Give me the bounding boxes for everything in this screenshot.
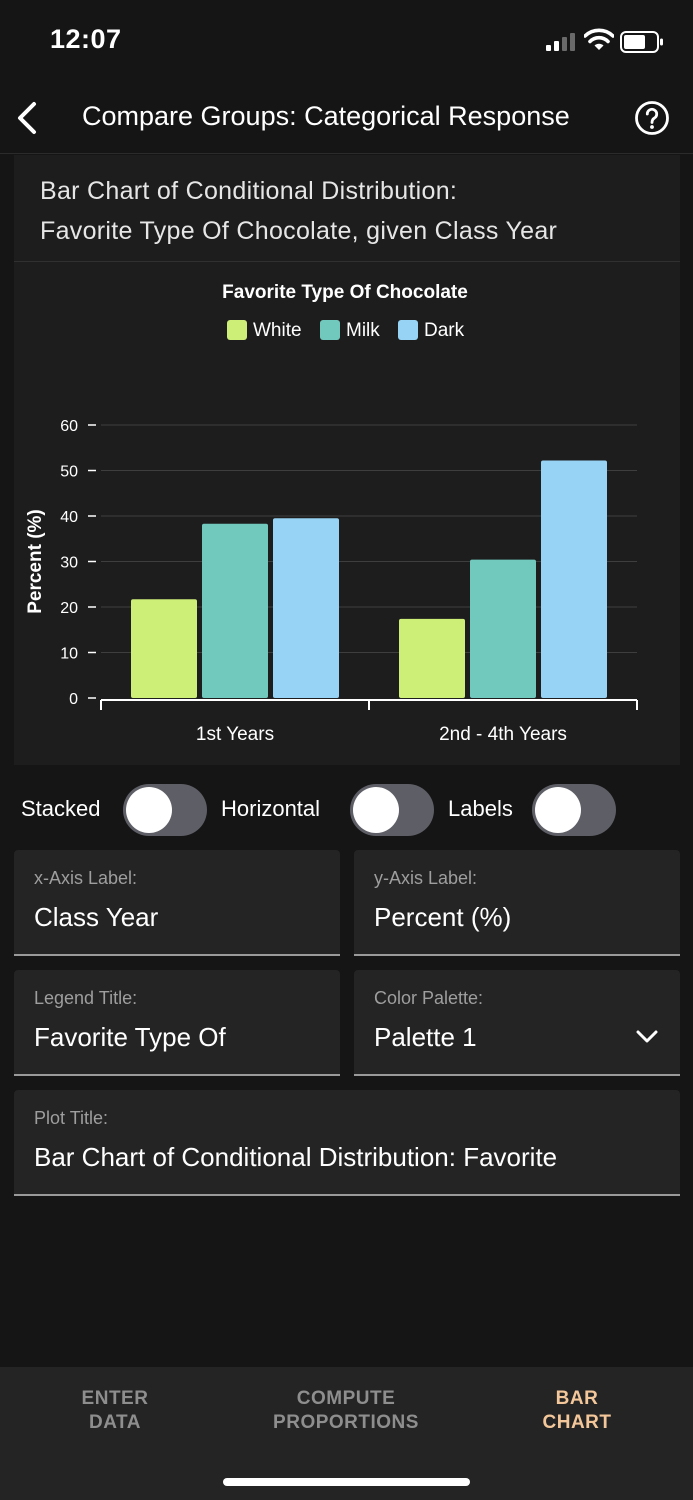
tab-bar-chart[interactable]: BAR CHART bbox=[502, 1387, 652, 1447]
page-title: Compare Groups: Categorical Response bbox=[82, 101, 570, 131]
color-palette-value: Palette 1 bbox=[374, 1022, 477, 1052]
bar-dark bbox=[541, 460, 607, 698]
tab-compute-proportions[interactable]: COMPUTE PROPORTIONS bbox=[246, 1387, 446, 1447]
toggle-knob bbox=[535, 787, 581, 833]
toggle-row: Stacked Horizontal Labels bbox=[0, 782, 693, 838]
horizontal-label: Horizontal bbox=[221, 796, 321, 821]
nav-header: Compare Groups: Categorical Response bbox=[0, 84, 693, 154]
plot-title-value[interactable]: Bar Chart of Conditional Distribution: F… bbox=[34, 1142, 558, 1172]
x-tick-label: 2nd - 4th Years bbox=[439, 724, 567, 745]
plot-heading-line-1: Bar Chart of Conditional Distribution: bbox=[40, 177, 458, 205]
legend-label-milk: Milk bbox=[346, 320, 380, 341]
legend-title-value[interactable]: Favorite Type Of bbox=[34, 1022, 226, 1052]
x-axis-label-value[interactable]: Class Year bbox=[34, 902, 159, 932]
tab-label-line-1: ENTER bbox=[81, 1388, 149, 1409]
home-indicator bbox=[223, 1478, 470, 1486]
toggle-knob bbox=[353, 787, 399, 833]
bar-milk bbox=[202, 523, 268, 698]
tab-label-line-1: BAR bbox=[555, 1388, 599, 1409]
legend-title-caption: Legend Title: bbox=[34, 988, 138, 1008]
y-tick-label: 0 bbox=[69, 691, 78, 708]
x-axis-label-field[interactable]: x-Axis Label: Class Year bbox=[14, 850, 340, 956]
labels-label: Labels bbox=[448, 796, 513, 821]
labels-toggle[interactable] bbox=[532, 784, 616, 836]
y-tick-label: 40 bbox=[60, 509, 78, 526]
status-bar: 12:07 bbox=[0, 0, 693, 84]
y-tick-label: 30 bbox=[60, 555, 78, 572]
plot-title-field[interactable]: Plot Title: Bar Chart of Conditional Dis… bbox=[14, 1090, 680, 1196]
bar-milk bbox=[470, 559, 536, 698]
legend-title-field[interactable]: Legend Title: Favorite Type Of bbox=[14, 970, 340, 1076]
y-axis-title: Percent (%) bbox=[25, 509, 46, 614]
horizontal-toggle[interactable] bbox=[350, 784, 434, 836]
y-axis-label-field[interactable]: y-Axis Label: Percent (%) bbox=[354, 850, 680, 956]
bar-white bbox=[399, 618, 465, 698]
chevron-down-icon[interactable] bbox=[636, 1030, 658, 1044]
legend-label-white: White bbox=[253, 320, 302, 341]
battery-icon bbox=[620, 31, 663, 53]
tab-label-line-2: CHART bbox=[542, 1412, 612, 1433]
stacked-label: Stacked bbox=[21, 796, 101, 821]
color-palette-caption: Color Palette: bbox=[374, 988, 484, 1008]
status-time: 12:07 bbox=[50, 24, 122, 54]
legend-title: Favorite Type Of Chocolate bbox=[222, 282, 468, 303]
bottom-tab-bar: ENTER DATA COMPUTE PROPORTIONS BAR CHART bbox=[0, 1367, 693, 1500]
plot-title-caption: Plot Title: bbox=[34, 1108, 109, 1128]
y-axis-label-value[interactable]: Percent (%) bbox=[374, 902, 512, 932]
wifi-icon bbox=[584, 28, 614, 50]
toggle-knob bbox=[126, 787, 172, 833]
y-tick-label: 20 bbox=[60, 600, 78, 617]
bar-dark bbox=[273, 518, 339, 698]
plot-heading: Bar Chart of Conditional Distribution: F… bbox=[40, 171, 670, 251]
chart-card: Bar Chart of Conditional Distribution: F… bbox=[14, 155, 680, 765]
y-tick-label: 60 bbox=[60, 418, 78, 435]
cellular-signal-icon bbox=[546, 33, 578, 51]
bar-chart: Favorite Type Of Chocolate White Milk Dark 0… bbox=[25, 282, 638, 745]
color-palette-select[interactable]: Color Palette: Palette 1 bbox=[354, 970, 680, 1076]
stacked-toggle[interactable] bbox=[123, 784, 207, 836]
legend-label-dark: Dark bbox=[424, 320, 465, 341]
tab-label-line-2: PROPORTIONS bbox=[273, 1412, 419, 1433]
legend-swatch-white bbox=[227, 320, 247, 340]
divider bbox=[14, 261, 680, 262]
bar-white bbox=[131, 599, 197, 698]
tab-enter-data[interactable]: ENTER DATA bbox=[40, 1387, 190, 1447]
x-axis-label-caption: x-Axis Label: bbox=[34, 868, 138, 888]
plot-heading-line-2: Favorite Type Of Chocolate, given Class … bbox=[40, 217, 558, 245]
tab-label-line-1: COMPUTE bbox=[296, 1388, 396, 1409]
y-tick-label: 50 bbox=[60, 464, 78, 481]
back-chevron-icon[interactable] bbox=[8, 96, 48, 140]
x-tick-label: 1st Years bbox=[196, 724, 274, 745]
y-tick-label: 10 bbox=[60, 646, 78, 663]
legend-swatch-dark bbox=[398, 320, 418, 340]
legend-swatch-milk bbox=[320, 320, 340, 340]
tab-label-line-2: DATA bbox=[89, 1412, 141, 1433]
help-icon[interactable] bbox=[634, 100, 670, 136]
y-axis-label-caption: y-Axis Label: bbox=[374, 868, 478, 888]
